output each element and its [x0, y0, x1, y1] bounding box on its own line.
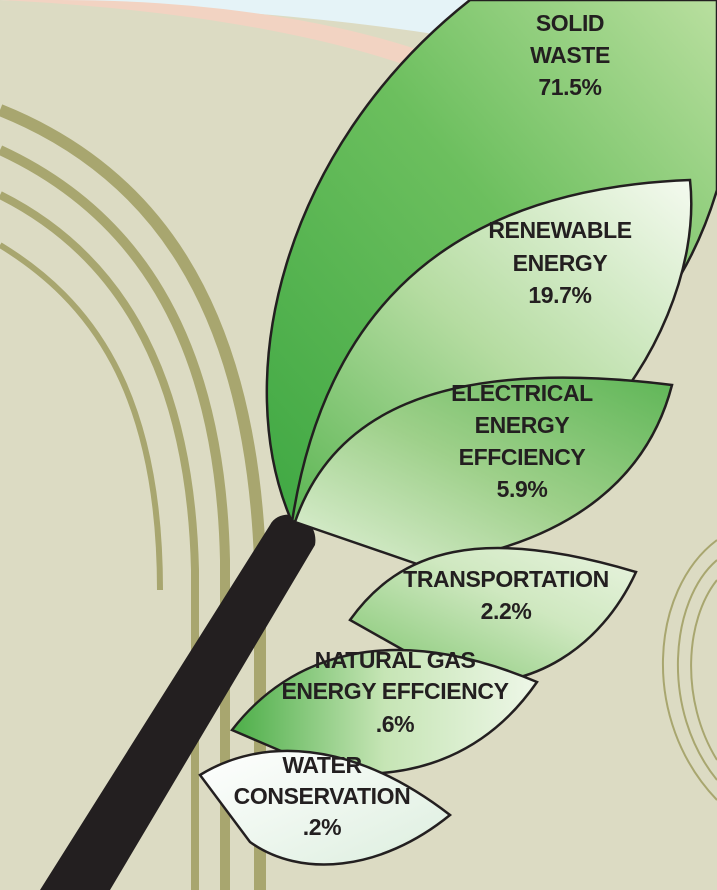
leaf-label: EFFCIENCY [459, 444, 586, 470]
leaf-label: ENERGY [475, 412, 570, 438]
page: SOLID WASTE 71.5% RENEWABLE ENERGY 19.7%… [0, 0, 717, 890]
leaf-label: NATURAL GAS [315, 647, 476, 673]
leaf-label: WASTE [530, 42, 610, 68]
leaf-value: 19.7% [528, 282, 591, 308]
leaf-label: RENEWABLE [488, 217, 631, 243]
leaf-label: TRANSPORTATION [403, 566, 609, 592]
leaf-label: CONSERVATION [234, 783, 411, 809]
leaf-value: 5.9% [497, 476, 548, 502]
leaf-label: WATER [282, 752, 362, 778]
infographic: SOLID WASTE 71.5% RENEWABLE ENERGY 19.7%… [0, 0, 717, 890]
leaf-label: ENERGY [513, 250, 608, 276]
leaf-value: 71.5% [538, 74, 601, 100]
leaf-label: ELECTRICAL [451, 380, 593, 406]
leaf-value: .2% [303, 814, 341, 840]
leaf-value: 2.2% [481, 598, 532, 624]
leaf-label: SOLID [536, 10, 604, 36]
leaf-label: ENERGY EFFCIENCY [281, 678, 508, 704]
leaf-value: .6% [376, 711, 414, 737]
